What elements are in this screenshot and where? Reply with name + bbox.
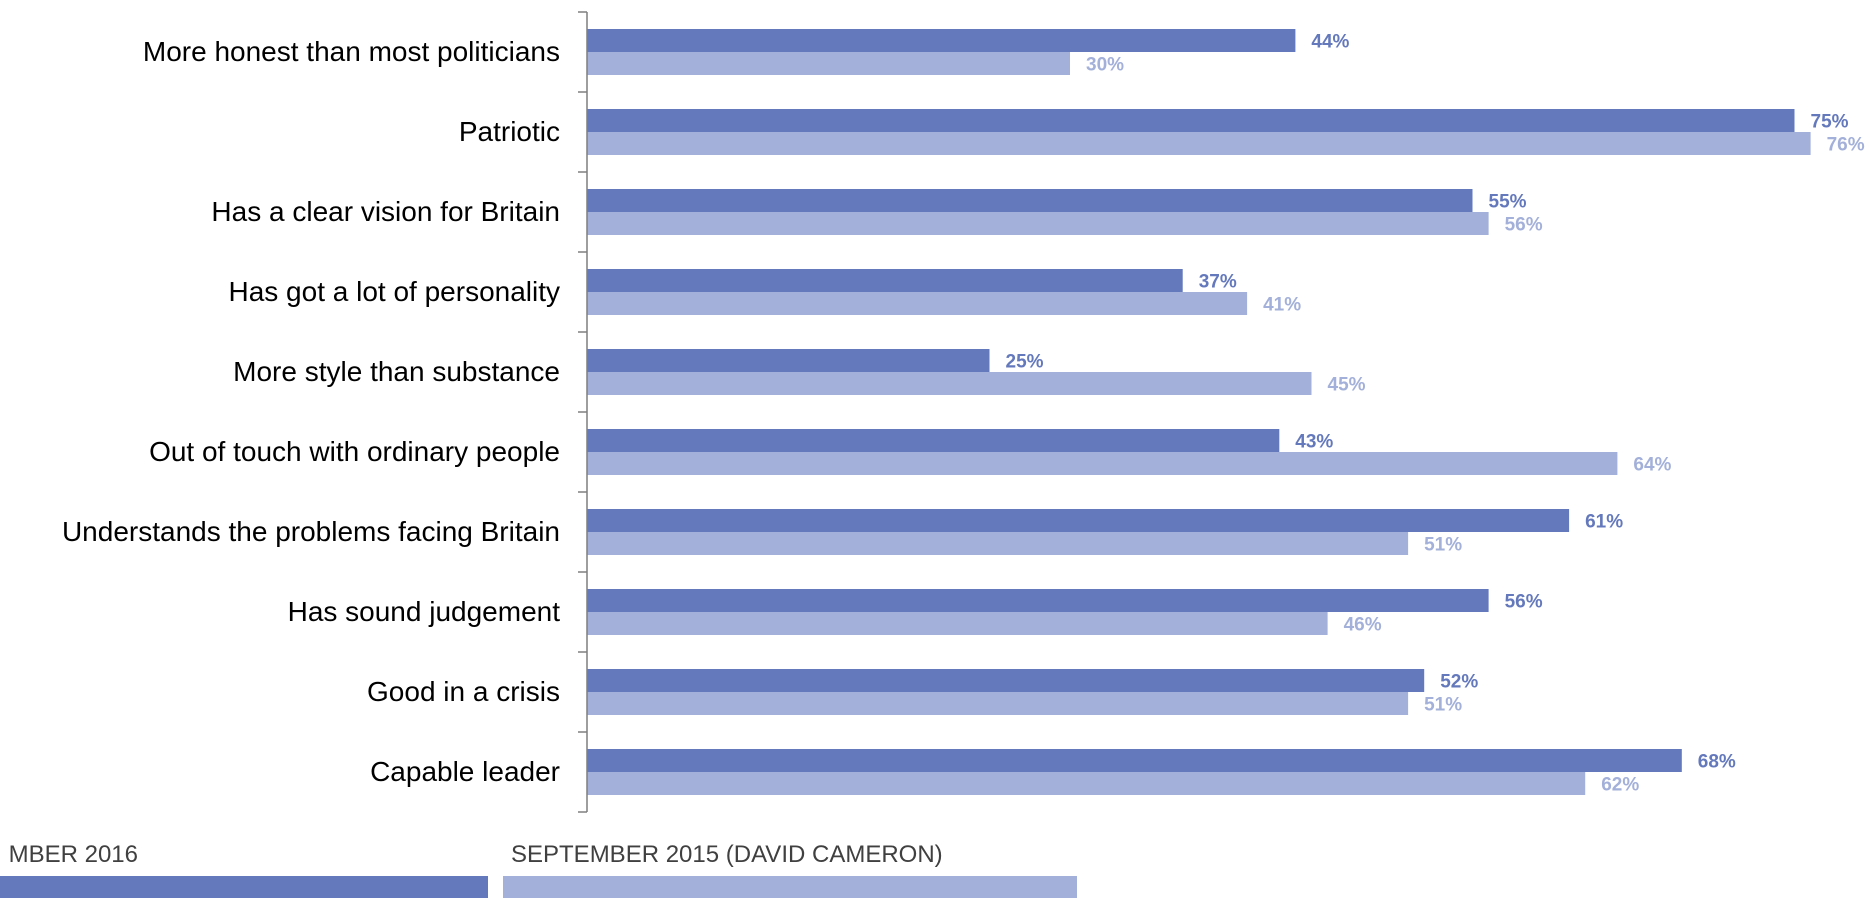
data-label: 25% (1006, 352, 1044, 373)
bar-series-2 (587, 692, 1409, 715)
legend-label-series-2: SEPTEMBER 2015 (DAVID CAMERON) (511, 841, 943, 868)
data-label: 62% (1601, 775, 1639, 796)
data-label: 56% (1505, 215, 1543, 236)
data-label: 61% (1585, 512, 1623, 533)
category-label: Has sound judgement (288, 596, 561, 627)
bar-series-2 (587, 532, 1409, 555)
bar-series-2 (587, 772, 1586, 795)
bar-series-1 (587, 269, 1183, 292)
category-label: More style than substance (233, 356, 560, 387)
bar-series-2 (587, 212, 1489, 235)
category-label: Capable leader (370, 756, 560, 787)
bar-series-1 (587, 109, 1795, 132)
bar-series-2 (587, 452, 1618, 475)
bar-series-2 (587, 292, 1248, 315)
bar-series-1 (587, 29, 1296, 52)
bar-series-2 (587, 52, 1070, 75)
bar-series-1 (587, 749, 1682, 772)
data-label: 68% (1698, 752, 1736, 773)
value-labels: 44%30%75%76%55%56%37%41%25%45%43%64%61%5… (1006, 32, 1865, 796)
bar-series-2 (587, 372, 1312, 395)
category-label: Has got a lot of personality (228, 276, 560, 307)
y-axis (578, 11, 588, 813)
data-label: 55% (1489, 192, 1527, 213)
data-label: 56% (1505, 592, 1543, 613)
bar-series-1 (587, 669, 1425, 692)
data-label: 75% (1811, 112, 1849, 133)
data-label: 45% (1328, 375, 1366, 396)
legend: MBER 2016 SEPTEMBER 2015 (DAVID CAMERON) (0, 841, 1077, 898)
bar-series-1 (587, 589, 1489, 612)
category-label: Understands the problems facing Britain (62, 516, 560, 547)
data-label: 76% (1827, 135, 1865, 156)
bar-series-1 (587, 189, 1473, 212)
data-label: 52% (1440, 672, 1478, 693)
bar-series-1 (587, 429, 1280, 452)
data-label: 64% (1633, 455, 1671, 476)
category-labels: More honest than most politicians Patriot… (62, 36, 560, 787)
bar-series-2 (587, 132, 1811, 155)
data-label: 51% (1424, 535, 1462, 556)
data-label: 51% (1424, 695, 1462, 716)
legend-swatch-series-1 (0, 876, 488, 898)
legend-swatch-series-2 (503, 876, 1077, 898)
category-label: Has a clear vision for Britain (211, 196, 560, 227)
data-label: 44% (1311, 32, 1349, 53)
bars (587, 29, 1811, 795)
bar-series-1 (587, 349, 990, 372)
data-label: 37% (1199, 272, 1237, 293)
data-label: 46% (1344, 615, 1382, 636)
category-label: Out of touch with ordinary people (149, 436, 560, 467)
data-label: 30% (1086, 55, 1124, 76)
bar-series-1 (587, 509, 1570, 532)
bar-series-2 (587, 612, 1328, 635)
legend-label-series-1: MBER 2016 (9, 841, 138, 868)
category-label: More honest than most politicians (143, 36, 560, 67)
data-label: 41% (1263, 295, 1301, 316)
category-label: Good in a crisis (367, 676, 560, 707)
category-label: Patriotic (459, 116, 560, 147)
data-label: 43% (1295, 432, 1333, 453)
